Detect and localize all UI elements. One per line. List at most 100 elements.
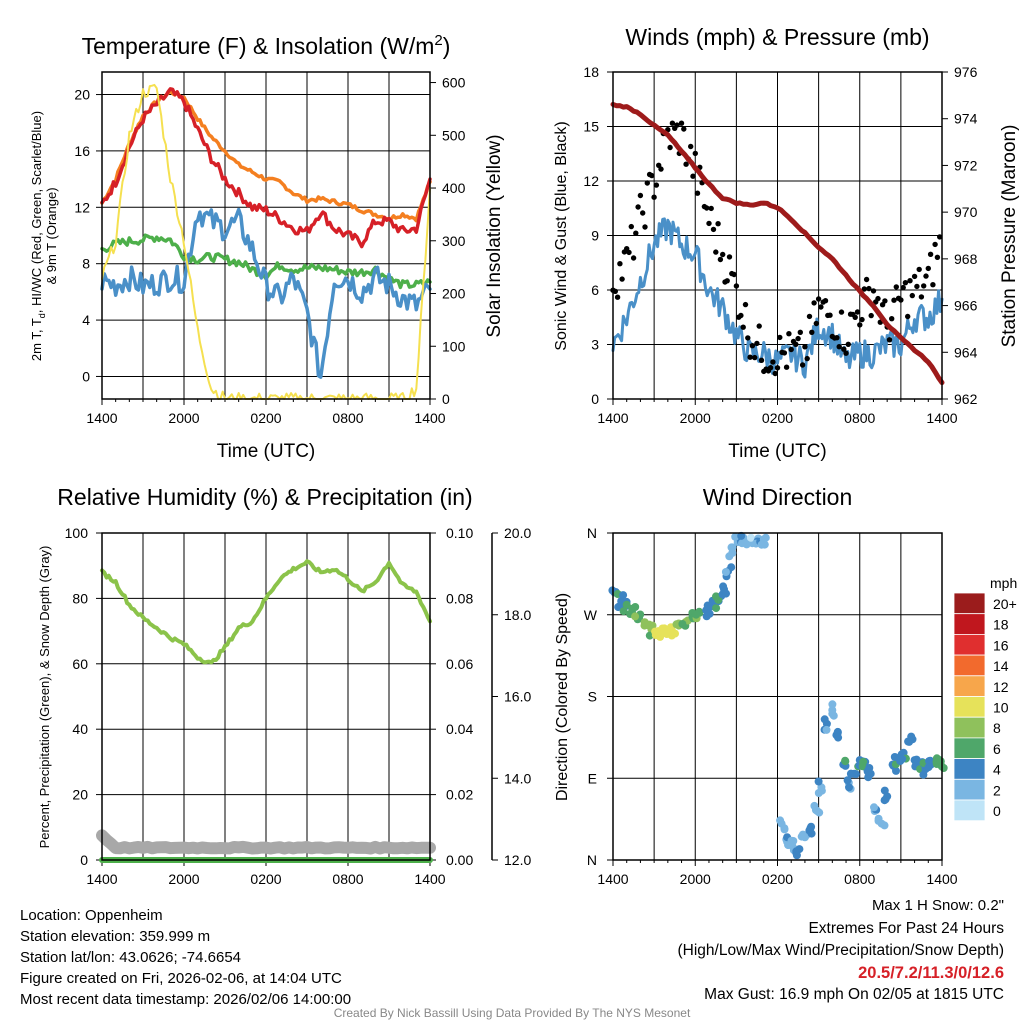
x-tick-label: 0200 xyxy=(250,410,281,426)
gust-point xyxy=(793,341,799,347)
direction-point xyxy=(746,533,755,542)
x-tick-label: 0200 xyxy=(250,871,281,887)
y-axis-label: Direction (Colored By Speed) xyxy=(554,593,571,801)
chart-title: Wind Direction xyxy=(703,484,853,510)
series-rh xyxy=(100,559,432,665)
legend-swatch xyxy=(953,654,986,677)
gust-point xyxy=(822,298,829,304)
y-tick-label: 6 xyxy=(591,282,599,298)
y-tick-label: N xyxy=(587,852,597,868)
gust-point xyxy=(742,301,749,308)
direction-point xyxy=(705,609,714,618)
x-axis-label: Time (UTC) xyxy=(217,441,316,462)
y-right-tick-label: 970 xyxy=(954,204,978,220)
direction-point xyxy=(843,776,852,785)
y-right-tick-label: 0 xyxy=(442,391,450,407)
plot-frame xyxy=(612,532,943,861)
legend-swatch xyxy=(953,634,986,656)
y-axis-label: 2m T, Td, HI/WC (Red, Green, Scarlet/Blu… xyxy=(29,111,47,361)
gust-point xyxy=(651,194,657,200)
direction-point xyxy=(742,540,751,549)
gust-point xyxy=(923,273,929,279)
gust-point xyxy=(893,284,899,290)
direction-point xyxy=(822,725,831,734)
legend-swatch xyxy=(953,758,986,780)
direction-point xyxy=(845,783,853,792)
gust-point xyxy=(786,331,792,337)
gust-point xyxy=(781,350,788,356)
gust-point xyxy=(747,354,753,360)
gust-point xyxy=(806,313,813,320)
direction-point xyxy=(728,543,737,552)
gust-point xyxy=(836,344,842,350)
y-tick-label: 0 xyxy=(82,368,90,384)
gust-point xyxy=(795,335,801,342)
gust-point xyxy=(777,334,783,341)
y-tick-label: 16 xyxy=(74,143,90,159)
legend-swatch xyxy=(953,778,986,801)
y-tick-label: 20 xyxy=(72,787,88,803)
gust-point xyxy=(767,365,774,371)
direction-point xyxy=(731,532,740,541)
gust-point xyxy=(635,204,641,210)
x-tick-label: 1400 xyxy=(414,871,445,887)
gust-point xyxy=(788,346,794,353)
series-2m-t xyxy=(100,87,432,249)
legend-label: 12 xyxy=(993,679,1009,695)
gust-point xyxy=(637,192,644,199)
gust-point xyxy=(934,254,941,260)
gust-point xyxy=(813,320,819,327)
chart-title: Winds (mph) & Pressure (mb) xyxy=(625,24,929,50)
gust-point xyxy=(804,355,810,362)
direction-point xyxy=(721,568,730,576)
gust-point xyxy=(843,350,849,356)
gust-point xyxy=(713,249,719,255)
recent-text: Most recent data timestamp: 2026/02/06 1… xyxy=(20,991,352,1008)
series-pressure xyxy=(610,101,945,386)
gust-point xyxy=(930,282,936,288)
gust-point xyxy=(704,205,710,211)
direction-point xyxy=(656,632,665,641)
gust-point xyxy=(911,273,918,280)
x-tick-label: 1400 xyxy=(414,410,445,426)
gust-point xyxy=(630,255,637,261)
y-right-tick-label: 964 xyxy=(954,344,978,360)
y-precip-tick-label: 0.02 xyxy=(446,787,473,803)
gust-point xyxy=(770,359,776,365)
direction-point xyxy=(828,700,837,709)
credit-text: Created By Nick Bassill Using Data Provi… xyxy=(333,1006,691,1020)
y-tick-label: 20 xyxy=(74,87,90,103)
direction-point xyxy=(776,816,785,825)
gust-point xyxy=(644,180,650,186)
legend-label: 0 xyxy=(993,803,1001,819)
y-tick-label: 3 xyxy=(591,337,599,353)
y-right-tick-label: 974 xyxy=(954,111,978,127)
gust-point xyxy=(799,362,806,368)
gust-point xyxy=(626,249,632,256)
y-right-axis-label: Solar Insolation (Yellow) xyxy=(484,134,505,337)
series-snow-depth xyxy=(96,829,436,855)
gust-point xyxy=(902,280,909,286)
direction-point xyxy=(864,773,873,782)
y-right-tick-label: 976 xyxy=(954,64,978,80)
plot-frame xyxy=(101,532,431,861)
gust-point xyxy=(649,172,655,179)
gust-point xyxy=(909,292,915,299)
extremes-title: Extremes For Past 24 Hours xyxy=(808,920,1004,937)
y-tick-label: E xyxy=(588,770,597,786)
legend-label: 4 xyxy=(993,762,1001,778)
temperature-insolation-chart: 1400 2000 0200 0800 140004812162001002003004… xyxy=(29,32,505,462)
y-right-tick-label: 972 xyxy=(954,157,978,173)
gust-point xyxy=(690,173,696,179)
extremes-block: Extremes For Past 24 Hours (High/Low/Max… xyxy=(584,918,1005,1006)
direction-point xyxy=(890,753,899,761)
gust-point xyxy=(726,254,733,260)
direction-point xyxy=(834,733,843,742)
y-axis-label: Sonic Wind & Gust (Blue, Black) xyxy=(553,121,570,350)
direction-point xyxy=(925,757,934,766)
x-tick-label: 1400 xyxy=(926,410,957,426)
direction-point xyxy=(712,604,721,613)
gust-point xyxy=(905,313,911,320)
y-right-tick-label: 966 xyxy=(954,298,978,314)
legend-swatch xyxy=(953,799,986,822)
